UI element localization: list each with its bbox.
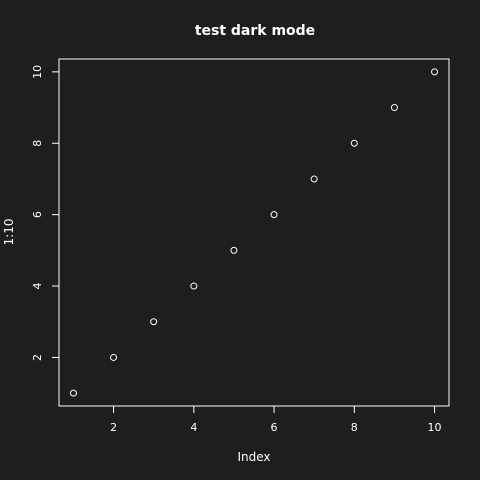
x-tick-label: 6 [271, 421, 278, 434]
plot-frame [58, 58, 450, 407]
x-tick-label: 8 [351, 421, 358, 434]
data-point [310, 175, 318, 183]
data-point [110, 353, 118, 361]
y-tick-label: 2 [31, 354, 44, 361]
x-tick-label: 10 [428, 421, 442, 434]
data-point [431, 68, 439, 76]
y-tick-label: 8 [31, 140, 44, 147]
data-point [190, 282, 198, 290]
x-axis: 2 4 6 8 10 [110, 406, 442, 434]
y-axis-label: 1:10 [2, 219, 16, 246]
y-tick-label: 6 [31, 211, 44, 218]
data-point [350, 139, 358, 147]
x-tick-label: 2 [110, 421, 117, 434]
y-tick-label: 10 [31, 65, 44, 79]
data-point [69, 389, 77, 397]
chart-title: test dark mode [195, 23, 315, 39]
y-tick-label: 4 [31, 283, 44, 290]
data-point [230, 246, 238, 254]
data-points [69, 68, 439, 397]
x-axis-label: Index [237, 450, 270, 464]
data-point [390, 104, 398, 112]
y-axis: 2 4 6 8 10 [31, 65, 59, 361]
x-tick-label: 4 [190, 421, 197, 434]
data-point [150, 318, 158, 326]
data-point [270, 211, 278, 219]
